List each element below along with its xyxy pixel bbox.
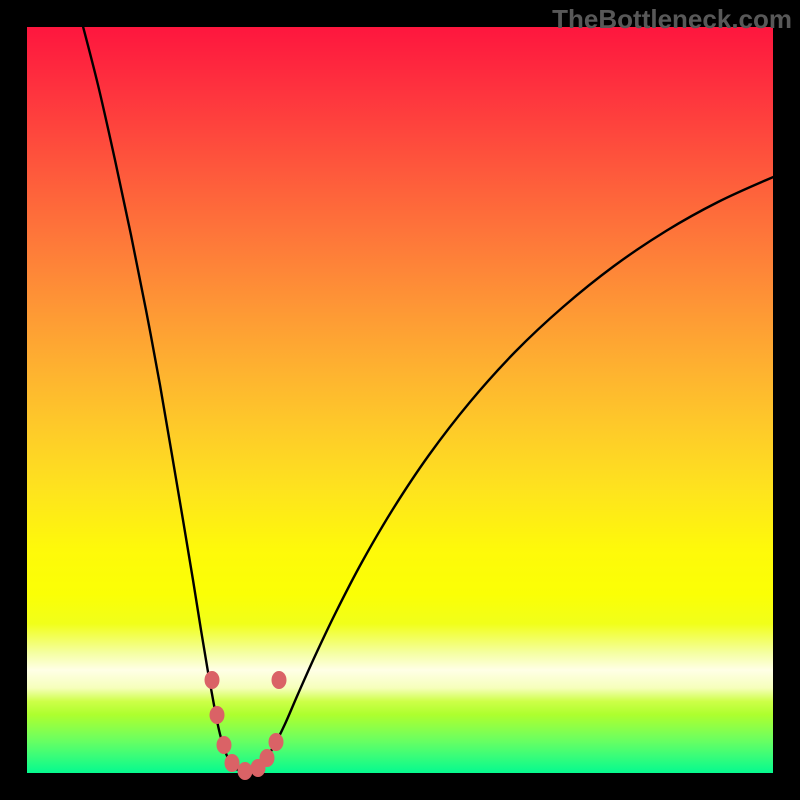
gradient-plot-area bbox=[27, 27, 773, 773]
chart-container: TheBottleneck.com bbox=[0, 0, 800, 800]
watermark-text: TheBottleneck.com bbox=[552, 4, 792, 35]
